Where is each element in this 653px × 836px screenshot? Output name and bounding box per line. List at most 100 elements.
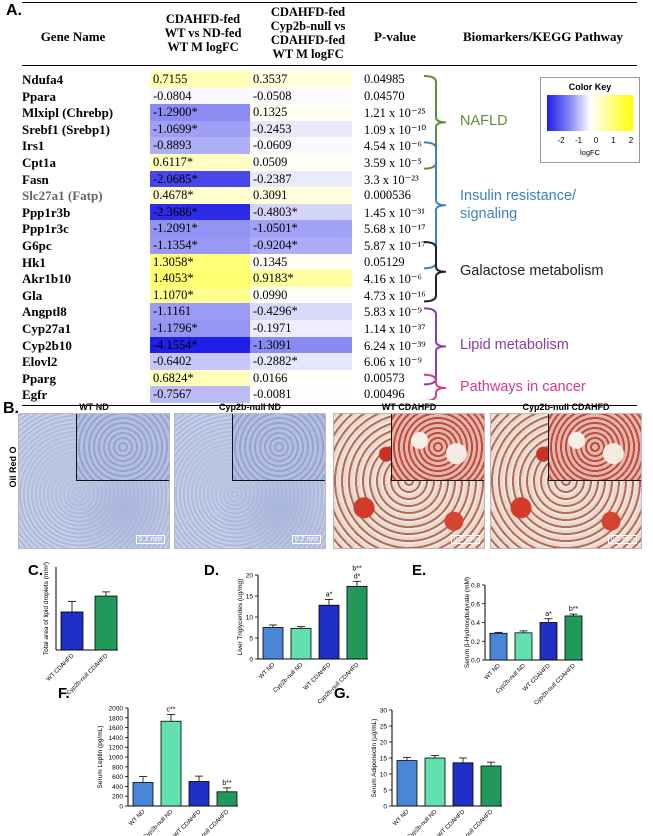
- gene-name: Angptl8: [22, 304, 67, 320]
- logfc-cell: -0.2453: [250, 120, 352, 138]
- x-tick-label: Cyp2b-null CDAHFD: [187, 809, 231, 836]
- logfc-cell: -2.3686*: [150, 203, 250, 221]
- logfc-cell: -2.0685*: [150, 170, 250, 188]
- logfc-cell: 0.4678*: [150, 187, 250, 205]
- y-tick-label: 5: [249, 636, 253, 643]
- logfc-cell: 0.3537: [250, 71, 352, 89]
- y-tick-label: 0.2: [471, 639, 480, 646]
- p-value-cell: 1.14 x 10⁻³⁷: [364, 322, 426, 336]
- gene-name: Pparg: [22, 370, 56, 386]
- color-key: Color Key -2 -1 0 1 2 logFC: [540, 77, 640, 163]
- x-tick-label: WT CDAHFD: [437, 809, 467, 836]
- logfc-cell: -1.3091: [250, 336, 352, 354]
- logfc-cell: 0.0166: [250, 369, 352, 387]
- logfc-cell: -0.6402: [150, 353, 250, 371]
- bar: [452, 762, 474, 807]
- micrograph-inset: [391, 414, 484, 481]
- logfc-cell: 0.3091: [250, 187, 352, 205]
- y-axis-label: Serum β-Hydroxybutyrate (mM): [464, 577, 471, 668]
- gene-name: Cyp27a1: [22, 321, 72, 336]
- logfc-cell: 0.6824*: [150, 369, 250, 387]
- p-value-cell: 5.87 x 10⁻¹⁷: [364, 239, 426, 253]
- gene-name: Cyp2b10: [22, 337, 72, 353]
- y-tick-label: 25: [380, 724, 388, 731]
- bar: [539, 622, 558, 661]
- y-tick-label: 1000: [109, 755, 124, 762]
- pathway-bracket: [423, 241, 447, 303]
- p-value-cell: 5.68 x 10⁻¹⁷: [364, 222, 426, 237]
- p-value-cell: 0.05129: [364, 254, 405, 269]
- color-key-tick: 0: [593, 136, 599, 145]
- y-axis-label: Serum Adiponectin (µg/mL): [371, 719, 378, 798]
- bar: [188, 781, 210, 807]
- chart-panel-label: E.: [412, 562, 426, 579]
- y-axis-label: Liver Triglycerides (ug/mg): [237, 579, 244, 656]
- p-value-cell: 4.54 x 10⁻⁶: [364, 139, 422, 154]
- y-axis-label: Serum Leptin (pg/mL): [97, 726, 104, 789]
- gene-name: Gla: [22, 287, 43, 303]
- micrograph-title: WT CDAHFD: [381, 402, 437, 412]
- p-value-cell: 0.04570: [364, 88, 405, 103]
- scale-bar: 0.2 mm: [450, 535, 480, 544]
- significance-annotation: b**: [569, 606, 579, 613]
- logfc-cell: 1.4053*: [150, 270, 250, 288]
- chart-panel-label: G.: [334, 685, 350, 702]
- gene-name: Elovl2: [22, 354, 58, 370]
- y-tick-label: 600: [112, 774, 123, 781]
- gene-name: Ppp1r3c: [22, 221, 69, 237]
- y-tick-label: 800: [112, 764, 123, 771]
- gene-name: G6pc: [22, 238, 52, 253]
- bar: [514, 632, 533, 661]
- gene-name: Fasn: [22, 171, 49, 187]
- oil-red-o-label: Oil Red O: [8, 446, 18, 488]
- p-value-cell: 3.59 x 10⁻⁵: [364, 156, 422, 170]
- scale-bar: 0.2 mm: [607, 535, 637, 544]
- p-value-cell: 0.00496: [364, 387, 405, 402]
- y-tick-label: 20: [380, 740, 388, 747]
- p-value-cell: 6.06 x 10⁻⁹: [364, 355, 422, 370]
- x-tick-label: WT CDAHFD: [522, 663, 552, 693]
- p-value-cell: 3.3 x 10⁻²³: [364, 172, 419, 187]
- bar: [564, 615, 583, 661]
- chart-panel-label: D.: [204, 562, 219, 579]
- p-value-cell: 1.21 x 10⁻²⁵: [364, 106, 426, 121]
- gene-name: Slc27a1 (Fatp): [22, 188, 103, 204]
- y-tick-label: 1200: [109, 745, 124, 752]
- logfc-cell: -1.1796*: [150, 320, 250, 338]
- micrograph-inset: [232, 414, 325, 481]
- y-tick-label: 20: [246, 573, 254, 580]
- chart-panel-label: C.: [28, 562, 43, 579]
- x-tick-label: WT ND: [258, 662, 277, 681]
- y-tick-label: 2000: [109, 706, 124, 713]
- logfc-cell: 1.3058*: [150, 253, 250, 271]
- y-tick-label: 0: [383, 804, 387, 811]
- header-pvalue: P-value: [374, 29, 416, 44]
- x-tick-label: Cyp2b-null CDAHFD: [317, 662, 361, 706]
- logfc-cell: 1.1070*: [150, 286, 250, 304]
- gene-name: Akr1b10: [22, 271, 72, 287]
- x-tick-label: WT ND: [484, 663, 503, 682]
- significance-annotation: b**: [352, 565, 362, 572]
- table-header-rule: [22, 65, 637, 66]
- pathway-label: NAFLD: [460, 113, 508, 130]
- x-tick-label: WT ND: [128, 809, 147, 828]
- micrograph-inset: [76, 414, 169, 481]
- p-value-cell: 4.73 x 10⁻¹⁶: [364, 288, 426, 303]
- y-tick-label: 5: [383, 788, 387, 795]
- x-tick-label: Cyp2b-null ND: [407, 809, 439, 836]
- micrograph-title: WT ND: [79, 402, 109, 412]
- color-key-gradient: [547, 95, 633, 131]
- bar: [318, 604, 340, 660]
- header-col1: CDAHFD-fed WT vs ND-fed WT M logFC: [164, 12, 242, 54]
- logfc-cell: -0.8893: [150, 137, 250, 155]
- y-tick-label: 15: [246, 594, 254, 601]
- pathway-brackets: [423, 75, 447, 400]
- p-value-cell: 0.04985: [364, 72, 405, 86]
- logfc-cell: -0.7567: [150, 386, 250, 404]
- x-tick-label: WT CDAHFD: [303, 662, 333, 692]
- logfc-cell: -0.4803*: [250, 203, 352, 221]
- bar: [60, 611, 84, 651]
- gene-name: Ppp1r3b: [22, 204, 71, 220]
- x-tick-label: Cyp2b-null ND: [495, 663, 527, 695]
- table-bottom-rule: [22, 405, 637, 406]
